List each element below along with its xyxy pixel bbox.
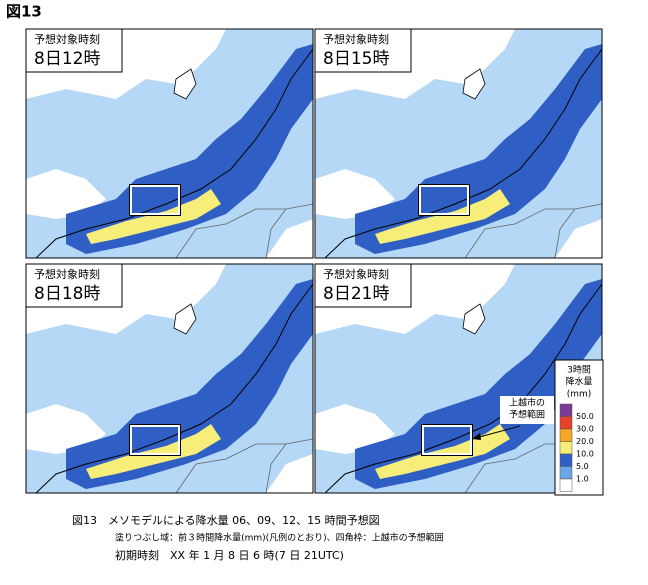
time-value: 8日18時 (34, 284, 100, 304)
legend-swatch (559, 403, 573, 417)
map-panel: 予想対象時刻 8日12時 (25, 28, 314, 259)
legend-swatch (559, 466, 573, 480)
annotation-text: 予想範囲 (509, 409, 545, 421)
time-label: 予想対象時刻 (323, 267, 389, 281)
map-panel: 予想対象時刻 8日18時 (25, 263, 314, 494)
legend-label: 10.0 (576, 450, 594, 459)
legend-swatch (559, 416, 573, 430)
time-box (314, 28, 412, 73)
range-box (130, 425, 180, 455)
legend-label: 5.0 (576, 462, 589, 471)
time-box (25, 28, 123, 73)
annotation-arrowhead (472, 433, 481, 440)
map-panel: 予想対象時刻 8日15時 (314, 28, 603, 259)
legend-title: 3時間 (567, 365, 591, 376)
caption: 塗りつぶし域：前３時間降水量(mm)(凡例のとおり)、四角枠：上越市の予想範囲 (115, 532, 444, 544)
time-value: 8日12時 (34, 49, 100, 69)
panel-border (25, 263, 314, 494)
time-box (314, 263, 412, 308)
legend-swatch (559, 441, 573, 455)
range-box-outline (129, 184, 181, 216)
range-box (422, 425, 472, 455)
map-panel: 予想対象時刻 8日21時 (314, 263, 603, 494)
time-label: 予想対象時刻 (34, 267, 100, 281)
time-label: 予想対象時刻 (34, 32, 100, 46)
time-value: 8日15時 (323, 49, 389, 69)
legend-label: 30.0 (576, 425, 594, 434)
range-box (419, 185, 469, 215)
legend-swatch (559, 478, 573, 492)
annotation-text: 上越市の (509, 397, 545, 409)
caption: 図13 メソモデルによる降水量 06、09、12、15 時間予想図 (72, 513, 380, 527)
range-box-outline (421, 424, 473, 456)
figure-label: 図13 (6, 3, 42, 21)
legend-title: 降水量 (565, 376, 592, 388)
legend-swatch (559, 428, 573, 442)
legend-title: (mm) (567, 390, 592, 400)
legend-label: 1.0 (576, 475, 589, 484)
annotation: 上越市の予想範囲 (471, 396, 554, 440)
legend-swatch (559, 453, 573, 467)
time-box (25, 263, 123, 308)
range-box (130, 185, 180, 215)
caption: 初期時刻 XX 年 1 月 8 日 6 時(7 日 21UTC) (115, 548, 344, 562)
panel-border (314, 28, 603, 259)
panel-border (25, 28, 314, 259)
time-value: 8日21時 (323, 284, 389, 304)
legend-label: 50.0 (576, 412, 594, 421)
range-box-outline (418, 184, 470, 216)
time-label: 予想対象時刻 (323, 32, 389, 46)
annotation-bg (500, 396, 554, 424)
range-box-outline (129, 424, 181, 456)
legend-label: 20.0 (576, 437, 594, 446)
